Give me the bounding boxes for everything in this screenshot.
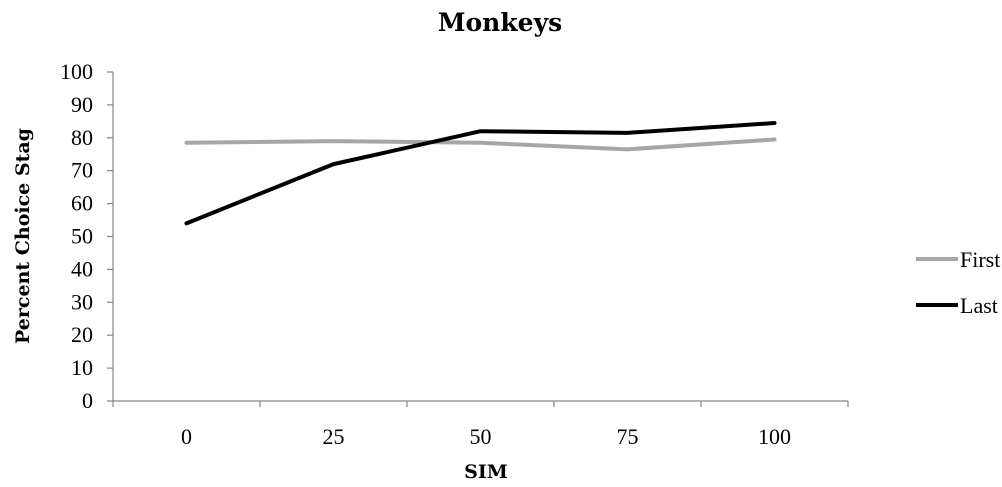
- y-tick-label: 20: [71, 322, 93, 347]
- x-axis-title: SIM: [464, 461, 508, 483]
- y-tick-label: 60: [71, 191, 93, 216]
- x-tick-labels: 0 25 50 75 100: [181, 424, 791, 449]
- x-tick-label: 25: [323, 424, 345, 449]
- series-lines: [184, 120, 777, 226]
- y-tick-label: 80: [71, 125, 93, 150]
- x-tick-label: 0: [181, 424, 192, 449]
- y-tick-label: 90: [71, 92, 93, 117]
- chart-title: Monkeys: [438, 8, 562, 37]
- y-tick-label: 50: [71, 224, 93, 249]
- y-axis-title: Percent Choice Stag: [12, 128, 34, 344]
- y-tick-label: 10: [71, 355, 93, 380]
- series-line-first: [184, 137, 777, 152]
- y-tick-label: 40: [71, 256, 93, 281]
- y-tick-label: 0: [82, 388, 93, 413]
- x-tick-label: 75: [617, 424, 639, 449]
- y-tick-label: 70: [71, 158, 93, 183]
- legend-label-last: Last: [960, 293, 998, 318]
- x-tick-label: 50: [470, 424, 492, 449]
- legend: First Last: [916, 247, 1000, 318]
- x-tick-label: 100: [758, 424, 791, 449]
- y-tick-label: 30: [71, 289, 93, 314]
- y-tick-labels: 0 10 20 30 40 50 60 70 80 90 100: [60, 59, 93, 413]
- y-tick-label: 100: [60, 59, 93, 84]
- axes: [107, 71, 849, 407]
- series-line-last: [184, 120, 777, 226]
- legend-label-first: First: [960, 247, 1000, 272]
